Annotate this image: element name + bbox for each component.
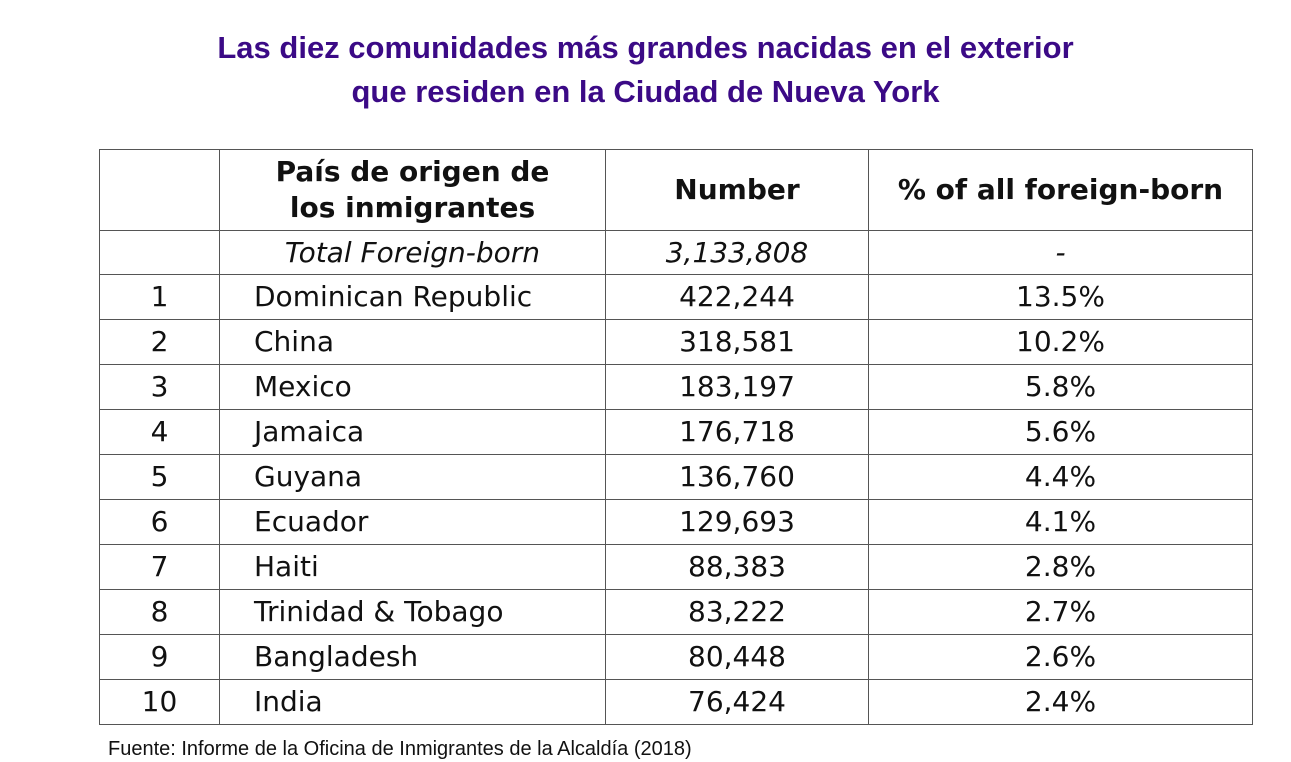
number-cell: 80,448 [605, 634, 869, 680]
header-country: País de origen de los inmigrantes [219, 149, 606, 231]
total-number: 3,133,808 [605, 230, 869, 275]
table-row: 8 Trinidad & Tobago 83,222 2.7% [99, 589, 1253, 635]
percent-cell: 4.4% [868, 454, 1253, 500]
table-row: 4 Jamaica 176,718 5.6% [99, 409, 1253, 455]
number-cell: 136,760 [605, 454, 869, 500]
rank-cell: 3 [99, 364, 220, 410]
table-row: 7 Haiti 88,383 2.8% [99, 544, 1253, 590]
country-cell: China [219, 319, 606, 365]
percent-cell: 2.7% [868, 589, 1253, 635]
rank-cell: 8 [99, 589, 220, 635]
country-cell: Bangladesh [219, 634, 606, 680]
percent-cell: 4.1% [868, 499, 1253, 545]
table-row: 2 China 318,581 10.2% [99, 319, 1253, 365]
percent-cell: 5.8% [868, 364, 1253, 410]
table-row: 5 Guyana 136,760 4.4% [99, 454, 1253, 500]
country-cell: Mexico [219, 364, 606, 410]
chart-title-line-2: que residen en la Ciudad de Nueva York [351, 74, 940, 109]
percent-cell: 5.6% [868, 409, 1253, 455]
header-country-line-2: los inmigrantes [289, 191, 536, 224]
number-cell: 422,244 [605, 274, 869, 320]
rank-cell: 2 [99, 319, 220, 365]
total-rank-cell [99, 230, 220, 275]
country-cell: Guyana [219, 454, 606, 500]
country-cell: Jamaica [219, 409, 606, 455]
number-cell: 176,718 [605, 409, 869, 455]
table-row: 10 India 76,424 2.4% [99, 679, 1253, 725]
number-cell: 83,222 [605, 589, 869, 635]
header-number: Number [605, 149, 869, 231]
percent-cell: 10.2% [868, 319, 1253, 365]
number-cell: 129,693 [605, 499, 869, 545]
percent-cell: 2.8% [868, 544, 1253, 590]
percent-cell: 13.5% [868, 274, 1253, 320]
rank-cell: 5 [99, 454, 220, 500]
table-row: 9 Bangladesh 80,448 2.6% [99, 634, 1253, 680]
table-row: 6 Ecuador 129,693 4.1% [99, 499, 1253, 545]
total-label: Total Foreign-born [219, 230, 606, 275]
header-country-line-1: País de origen de [275, 155, 550, 188]
chart-title-line-1: Las diez comunidades más grandes nacidas… [217, 30, 1074, 65]
rank-cell: 10 [99, 679, 220, 725]
rank-cell: 7 [99, 544, 220, 590]
number-cell: 183,197 [605, 364, 869, 410]
chart-title: Las diez comunidades más grandes nacidas… [0, 26, 1291, 114]
header-rank [99, 149, 220, 231]
table-row: 3 Mexico 183,197 5.8% [99, 364, 1253, 410]
source-note: Fuente: Informe de la Oficina de Inmigra… [108, 738, 692, 760]
rank-cell: 9 [99, 634, 220, 680]
country-cell: Dominican Republic [219, 274, 606, 320]
rank-cell: 1 [99, 274, 220, 320]
percent-cell: 2.4% [868, 679, 1253, 725]
country-cell: Ecuador [219, 499, 606, 545]
percent-cell: 2.6% [868, 634, 1253, 680]
country-cell: Haiti [219, 544, 606, 590]
rank-cell: 6 [99, 499, 220, 545]
country-cell: Trinidad & Tobago [219, 589, 606, 635]
number-cell: 318,581 [605, 319, 869, 365]
table-row: 1 Dominican Republic 422,244 13.5% [99, 274, 1253, 320]
total-percent: - [868, 230, 1253, 275]
rank-cell: 4 [99, 409, 220, 455]
number-cell: 88,383 [605, 544, 869, 590]
country-cell: India [219, 679, 606, 725]
total-row: Total Foreign-born 3,133,808 - [99, 230, 1253, 275]
header-percent: % of all foreign-born [868, 149, 1253, 231]
number-cell: 76,424 [605, 679, 869, 725]
immigrant-communities-table: País de origen de los inmigrantes Number… [99, 149, 1253, 725]
table-header-row: País de origen de los inmigrantes Number… [99, 149, 1253, 231]
